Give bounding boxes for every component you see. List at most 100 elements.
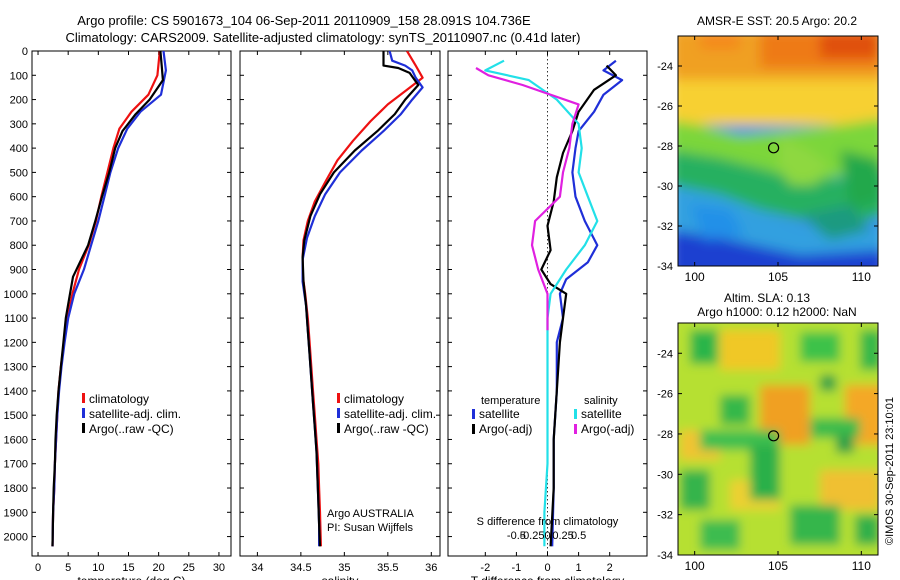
legend-title-salinity: salinity [584, 395, 618, 407]
legend-label: climatology [344, 392, 404, 406]
map-x-tick-label: 105 [768, 559, 788, 573]
x-tick-label: 15 [122, 562, 134, 574]
map-x-tick-label: 100 [685, 559, 705, 573]
depth-tick-label: 2000 [4, 532, 28, 544]
legend-label: Argo(-adj) [581, 422, 634, 436]
depth-tick-label: 1900 [4, 507, 28, 519]
salinity-xlabel: salinity [322, 574, 359, 580]
temperature-panel: 0100200300400500600700800900100011001200… [4, 46, 232, 580]
legend-label: satellite [479, 407, 520, 421]
difference-xlabel: T difference from climatology [471, 574, 625, 580]
sla-heatmap [678, 323, 878, 555]
map-y-tick-label: -32 [657, 510, 673, 522]
depth-tick-label: 1000 [4, 289, 28, 301]
x-tick-label: 34.5 [290, 562, 311, 574]
depth-tick-label: 600 [10, 192, 28, 204]
depth-tick-label: 100 [10, 70, 28, 82]
s-difference-label: S difference from climatology [477, 516, 619, 528]
map-y-tick-label: -30 [657, 181, 673, 193]
x-tick-label: -2 [480, 562, 490, 574]
depth-tick-label: 0 [22, 46, 28, 58]
map-y-tick-label: -34 [657, 261, 673, 273]
legend-title-temperature: temperature [481, 395, 540, 407]
depth-tick-label: 400 [10, 143, 28, 155]
map-x-tick-label: 100 [685, 270, 705, 284]
depth-tick-label: 1100 [4, 313, 28, 325]
figure-title-line1: Argo profile: CS 5901673_104 06-Sep-2011… [77, 13, 531, 28]
depth-tick-label: 800 [10, 240, 28, 252]
x-tick-label: 20 [153, 562, 165, 574]
legend-label: satellite [581, 407, 622, 421]
legend-label: Argo(-adj) [479, 422, 532, 436]
sla-map: Altim. SLA: 0.13 Argo h1000: 0.12 h2000:… [657, 291, 879, 573]
sla-map-title-line1: Altim. SLA: 0.13 [724, 291, 810, 305]
legend-label: satellite-adj. clim. [89, 407, 181, 421]
x-tick-label: 5 [65, 562, 71, 574]
float-operator-annotation: Argo AUSTRALIA [327, 508, 414, 520]
map-y-tick-label: -28 [657, 429, 673, 441]
x-tick-label: 25 [183, 562, 195, 574]
temperature-axes-box [31, 50, 232, 557]
depth-tick-label: 300 [10, 119, 28, 131]
s-difference-tick-label: 0.5 [571, 530, 586, 542]
depth-tick-label: 1600 [4, 434, 28, 446]
x-tick-label: 2 [607, 562, 613, 574]
legend-swatch [82, 423, 85, 433]
map-x-tick-label: 110 [852, 559, 871, 573]
legend-swatch [337, 423, 340, 433]
depth-tick-label: 700 [10, 216, 28, 228]
legend-swatch [82, 393, 85, 403]
temperature-series-argo-raw-qc- [51, 51, 164, 547]
x-tick-label: 35 [338, 562, 350, 574]
difference-series-temperature-argo-adj- [540, 64, 618, 547]
float-pi-annotation: PI: Susan Wijffels [327, 522, 413, 534]
s-difference-tick-label: -0.25 [519, 530, 544, 542]
depth-tick-label: 200 [10, 95, 28, 107]
map-y-tick-label: -30 [657, 469, 673, 481]
x-tick-label: 35.5 [377, 562, 398, 574]
credit-text: ©IMOS 30-Sep-2011 23:10:01 [884, 397, 896, 545]
sla-map-argo-marker [767, 430, 780, 442]
depth-tick-label: 1400 [4, 386, 28, 398]
legend-swatch [574, 409, 577, 419]
depth-tick-label: 1500 [4, 410, 28, 422]
legend-label: Argo(..raw -QC) [89, 422, 174, 436]
difference-panel: -2 -1 0 1 2T difference from climatology S di… [447, 50, 648, 580]
x-tick-label: 36 [425, 562, 437, 574]
legend-label: Argo(..raw -QC) [344, 422, 429, 436]
legend-label: climatology [89, 392, 149, 406]
sst-map-title: AMSR-E SST: 20.5 Argo: 20.2 [697, 14, 857, 28]
map-x-tick-label: 105 [768, 270, 788, 284]
map-y-tick-label: -24 [657, 61, 673, 73]
map-y-tick-label: -34 [657, 550, 673, 562]
x-tick-label: 30 [213, 562, 225, 574]
x-tick-label: 0 [35, 562, 41, 574]
depth-tick-label: 1300 [4, 362, 28, 374]
temperature-xlabel: temperature (deg C) [77, 574, 185, 580]
salinity-series-argo-raw-qc- [301, 51, 420, 547]
legend-swatch [337, 408, 340, 418]
salinity-axes-box [239, 50, 441, 557]
x-tick-label: 34 [251, 562, 263, 574]
legend-swatch [472, 409, 475, 419]
legend-swatch [472, 424, 475, 434]
legend-swatch [574, 424, 577, 434]
figure-title-line2: Climatology: CARS2009. Satellite-adjuste… [66, 30, 581, 45]
s-difference-tick-label: 0.25 [552, 530, 573, 542]
map-y-tick-label: -28 [657, 141, 673, 153]
sst-map: AMSR-E SST: 20.5 Argo: 20.2 100 105 11 [657, 14, 879, 284]
sst-map-argo-marker [767, 142, 780, 154]
s-difference-tick-label: 0 [544, 530, 550, 542]
sst-heatmap [678, 36, 878, 266]
legend-swatch [82, 408, 85, 418]
map-y-tick-label: -32 [657, 221, 673, 233]
difference-series-salinity-argo-adj- [475, 67, 580, 331]
depth-tick-label: 1700 [4, 459, 28, 471]
map-y-tick-label: -26 [657, 101, 673, 113]
x-tick-label: 0 [544, 562, 550, 574]
sla-map-title-line2: Argo h1000: 0.12 h2000: NaN [697, 305, 856, 319]
legend-label: satellite-adj. clim. [344, 407, 436, 421]
x-tick-label: 10 [92, 562, 104, 574]
s-difference-tick-label: -0.5 [507, 530, 526, 542]
